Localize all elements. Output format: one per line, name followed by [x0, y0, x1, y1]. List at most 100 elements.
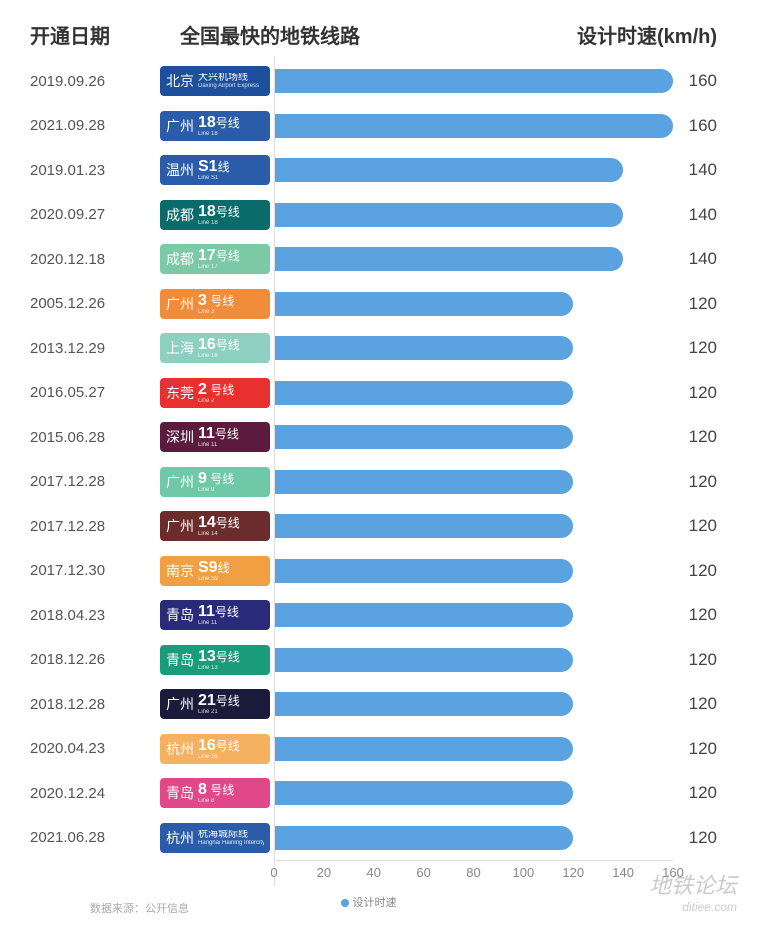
bar	[274, 425, 573, 449]
badge-line: 17号线Line 17	[198, 248, 240, 270]
line-badge: 青岛8 号线Line 8	[160, 778, 270, 808]
bar-rows: 2019.09.26北京大兴机场线Daxing Airport Express 1…	[20, 59, 717, 860]
bar-value: 140	[673, 249, 717, 269]
row-date: 2020.12.24	[30, 785, 160, 802]
header-row: 开通日期 全国最快的地铁线路 设计时速(km/h)	[20, 20, 717, 49]
bar-value: 120	[673, 427, 717, 447]
row-date: 2019.01.23	[30, 162, 160, 179]
badge-line: S9线Line S9	[198, 560, 230, 582]
badge-line-main: 17号线	[198, 248, 240, 264]
badge-line-sub: Line 13	[198, 665, 240, 671]
bar-row: 2017.12.28广州14号线Line 14120	[20, 504, 717, 549]
x-tick: 100	[513, 865, 535, 880]
badge-city: 青岛	[166, 783, 194, 803]
x-tick: 60	[416, 865, 430, 880]
bar-area: 120	[274, 460, 717, 505]
bar-area: 140	[274, 148, 717, 193]
bar-row: 2018.12.28广州21号线Line 21120	[20, 682, 717, 727]
bar-row: 2018.04.23青岛11号线Line 11120	[20, 593, 717, 638]
bar-area: 120	[274, 326, 717, 371]
badge-line-sub: Line 14	[198, 531, 240, 537]
bar	[274, 158, 623, 182]
badge-city: 东莞	[166, 383, 194, 403]
badge-city: 深圳	[166, 427, 194, 447]
watermark: 地铁论坛 ditiee.com	[649, 868, 737, 914]
x-tick: 140	[612, 865, 634, 880]
bar-row: 2021.06.28杭州杭海城际线Hanghai Haining Interci…	[20, 816, 717, 861]
badge-city: 杭州	[166, 828, 194, 848]
bar-row: 2017.12.28广州9 号线Line 9120	[20, 460, 717, 505]
bar-area: 120	[274, 415, 717, 460]
badge-city: 杭州	[166, 739, 194, 759]
bar-row: 2020.04.23杭州16号线Line 16120	[20, 727, 717, 772]
badge-line: 13号线Line 13	[198, 649, 240, 671]
bar-area: 140	[274, 193, 717, 238]
bar	[274, 781, 573, 805]
badge-city: 青岛	[166, 650, 194, 670]
line-badge: 成都18号线Line 18	[160, 200, 270, 230]
badge-line-main: 14号线	[198, 515, 240, 531]
badge-line-main: 2 号线	[198, 382, 234, 398]
badge-line: 11号线Line 11	[198, 426, 239, 448]
bar-row: 2021.09.28广州18号线Line 18160	[20, 104, 717, 149]
badge-line: 16号线Line 16	[198, 337, 240, 359]
line-badge: 深圳11号线Line 11	[160, 422, 270, 452]
row-date: 2017.12.28	[30, 473, 160, 490]
bar-area: 120	[274, 504, 717, 549]
badge-line: S1线Line S1	[198, 159, 230, 181]
bar	[274, 514, 573, 538]
line-badge: 广州21号线Line 21	[160, 689, 270, 719]
row-date: 2018.12.26	[30, 651, 160, 668]
x-axis: 020406080100120140160	[274, 860, 673, 886]
badge-line-main: S9线	[198, 560, 230, 576]
bar-area: 120	[274, 593, 717, 638]
bar-area: 120	[274, 682, 717, 727]
bar	[274, 603, 573, 627]
badge-line-sub: Line 3	[198, 309, 234, 315]
x-tick: 80	[466, 865, 480, 880]
badge-line-main: 13号线	[198, 649, 240, 665]
badge-line-main: 大兴机场线	[198, 73, 259, 83]
x-tick: 20	[317, 865, 331, 880]
row-date: 2016.05.27	[30, 384, 160, 401]
badge-line-sub: Line 8	[198, 798, 234, 804]
badge-line-main: 杭海城际线	[198, 830, 264, 840]
badge-line: 18号线Line 18	[198, 115, 240, 137]
badge-line: 8 号线Line 8	[198, 782, 234, 804]
bar-value: 120	[673, 472, 717, 492]
badge-line-main: 16号线	[198, 738, 240, 754]
row-date: 2017.12.28	[30, 518, 160, 535]
badge-line-sub: Line 16	[198, 353, 240, 359]
badge-city: 广州	[166, 472, 194, 492]
bar-value: 140	[673, 205, 717, 225]
bar-value: 120	[673, 383, 717, 403]
bar-row: 2018.12.26 青岛13号线Line 13 120	[20, 638, 717, 683]
badge-line-sub: Line S9	[198, 576, 230, 582]
badge-line-sub: Line S1	[198, 175, 230, 181]
badge-line-sub: Line 16	[198, 754, 240, 760]
badge-line-main: 8 号线	[198, 782, 234, 798]
bar-value: 120	[673, 828, 717, 848]
bar	[274, 292, 573, 316]
x-tick: 0	[270, 865, 277, 880]
y-axis-line	[274, 56, 275, 886]
row-date: 2019.09.26	[30, 73, 160, 90]
bar-area: 120	[274, 638, 717, 683]
bar-value: 160	[673, 71, 717, 91]
line-badge: 广州14号线Line 14	[160, 511, 270, 541]
badge-line-main: S1线	[198, 159, 230, 175]
badge-line: 14号线Line 14	[198, 515, 240, 537]
bar	[274, 114, 673, 138]
watermark-sub: ditiee.com	[649, 900, 737, 914]
badge-city: 广州	[166, 294, 194, 314]
bar-value: 120	[673, 783, 717, 803]
bar-row: 2017.12.30南京S9线Line S9120	[20, 549, 717, 594]
line-badge: 北京大兴机场线Daxing Airport Express	[160, 66, 270, 96]
badge-city: 成都	[166, 205, 194, 225]
badge-city: 上海	[166, 338, 194, 358]
line-badge: 温州S1线Line S1	[160, 155, 270, 185]
bar-area: 120	[274, 549, 717, 594]
bar-value: 120	[673, 650, 717, 670]
badge-line: 2 号线Line 2	[198, 382, 234, 404]
row-date: 2015.06.28	[30, 429, 160, 446]
